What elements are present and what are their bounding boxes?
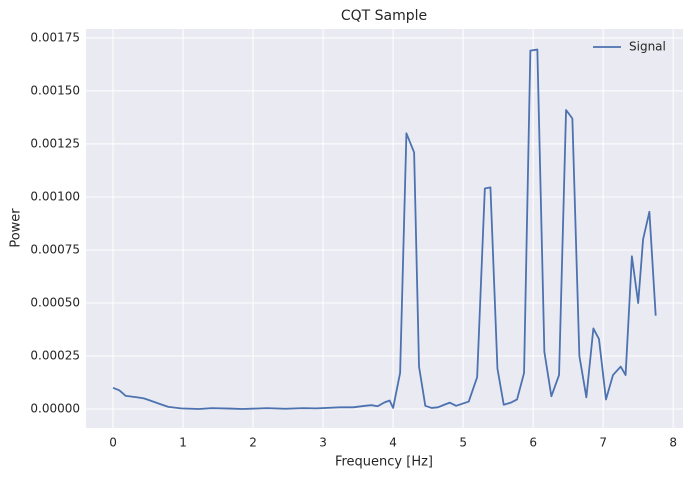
y-axis-label: Power: [9, 208, 24, 248]
legend-label: Signal: [629, 40, 666, 54]
x-tick-label: 0: [109, 436, 117, 450]
chart-title: CQT Sample: [341, 8, 427, 24]
x-tick-label: 3: [319, 436, 327, 450]
x-tick-label: 2: [249, 436, 257, 450]
y-tick-label: 0.00075: [30, 242, 80, 256]
x-tick-label: 4: [389, 436, 397, 450]
y-tick-label: 0.00150: [30, 83, 80, 97]
line-series: [112, 48, 657, 410]
x-tick-label: 5: [459, 436, 467, 450]
x-tick-label: 8: [669, 436, 677, 450]
x-tick-label: 7: [599, 436, 607, 450]
y-tick-label: 0.00050: [30, 295, 80, 309]
y-tick-label: 0.00000: [30, 402, 80, 416]
y-tick-label: 0.00100: [30, 189, 80, 203]
y-tick-label: 0.00125: [30, 136, 80, 150]
plot-area: [86, 29, 683, 428]
x-tick-label: 6: [529, 436, 537, 450]
y-tick-label: 0.00025: [30, 348, 80, 362]
y-tick-label: 0.00175: [30, 30, 80, 44]
x-tick-label: 1: [179, 436, 187, 450]
x-axis-label: Frequency [Hz]: [335, 455, 433, 470]
